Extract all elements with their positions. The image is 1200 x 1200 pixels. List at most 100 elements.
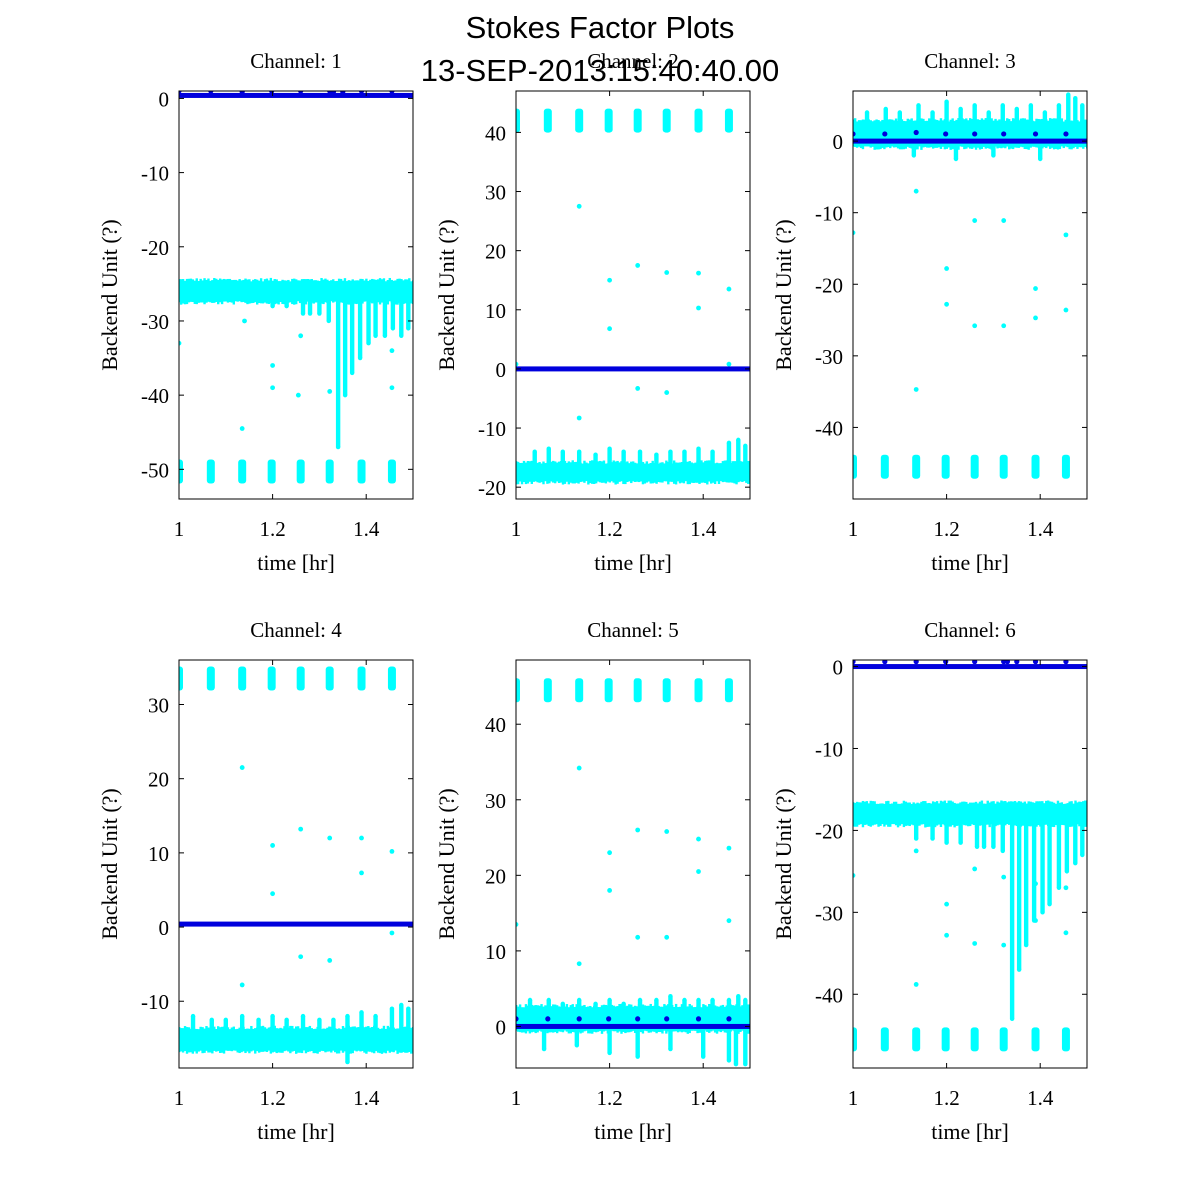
cyan-band-edge	[1031, 144, 1034, 147]
cyan-band-edge	[261, 1048, 265, 1052]
cyan-burst	[546, 448, 551, 473]
cyan-band-edge	[248, 299, 251, 304]
cyan-band-edge	[1043, 803, 1046, 807]
cyan-band-edge	[715, 1006, 719, 1010]
cyan-band-edge	[972, 822, 976, 826]
cyan-band-edge	[996, 801, 999, 807]
cyan-band-edge	[877, 822, 880, 827]
y-tick-label: 20	[485, 864, 506, 888]
cyan-band-edge	[226, 299, 230, 303]
cyan-band-edge	[717, 479, 721, 484]
cyan-band-edge	[232, 299, 235, 305]
cyan-band-edge	[635, 479, 639, 482]
cyan-burst-tip	[342, 392, 348, 398]
cyan-band-edge	[291, 1048, 294, 1052]
cyan-burst	[373, 1016, 378, 1040]
cyan-band-edge	[324, 278, 327, 284]
cyan-band-edge	[867, 144, 870, 147]
cyan-band-edge	[263, 299, 267, 303]
cyan-band-edge	[637, 479, 641, 483]
cyan-band-edge	[737, 479, 740, 483]
cyan-band-edge	[935, 822, 939, 826]
cyan-band-edge	[363, 1048, 366, 1053]
cyan-band-edge	[614, 461, 617, 466]
cyan-band-edge	[875, 144, 878, 150]
cyan-band-edge	[713, 463, 717, 466]
cyan-band-edge	[961, 801, 964, 807]
cyan-band-edge	[632, 461, 635, 466]
cyan-band-edge	[555, 1005, 559, 1010]
cyan-band-edge	[904, 144, 908, 149]
cyan-burst-tip	[593, 1001, 598, 1006]
cyan-band-edge	[1074, 144, 1077, 147]
cyan-band-edge	[591, 460, 594, 466]
cyan-band-edge	[719, 463, 723, 466]
cyan-burst-tip	[284, 303, 289, 309]
cyan-band-edge	[643, 1005, 647, 1010]
cyan-band-edge	[185, 1048, 189, 1054]
cyan-band-edge	[291, 278, 294, 284]
cyan-band-edge	[226, 1048, 230, 1051]
cyan-band-edge	[211, 299, 214, 303]
cyan-band-edge	[254, 1028, 257, 1032]
cyan-band-edge	[179, 299, 181, 303]
cyan-burst	[1014, 108, 1019, 134]
cyan-band-edge	[865, 801, 869, 807]
cyan-band-edge	[326, 1048, 329, 1052]
cyan-band-edge	[861, 822, 865, 828]
cyan-burst	[981, 814, 987, 847]
cyan-band-edge	[218, 299, 222, 303]
cyan-burst-tip	[1040, 910, 1045, 915]
cyan-band-edge	[328, 1026, 331, 1032]
cyan-band-edge	[694, 1007, 697, 1010]
cyan-band-edge	[304, 1048, 308, 1054]
cyan-band-edge	[594, 479, 598, 484]
cyan-band-edge	[516, 1006, 520, 1010]
cyan-band-edge	[571, 1028, 574, 1032]
blue-point	[943, 131, 949, 137]
cyan-band-edge	[232, 1026, 235, 1032]
cyan-band-edge	[271, 280, 274, 284]
cyan-band-edge	[988, 802, 991, 807]
cyan-point	[635, 386, 641, 391]
cyan-band-edge	[581, 463, 584, 466]
cyan-band-edge	[939, 118, 943, 124]
cyan-band-edge	[369, 1027, 372, 1032]
cyan-band-edge	[353, 280, 356, 284]
cyan-burst	[300, 1016, 306, 1040]
cyan-cluster	[1031, 454, 1040, 479]
cyan-band-edge	[1027, 144, 1030, 150]
cyan-band-edge	[928, 144, 931, 148]
cyan-band-edge	[616, 1006, 619, 1010]
cyan-band-edge	[573, 479, 576, 484]
x-tick-label: 1	[174, 1086, 185, 1110]
cyan-band-edge	[641, 1004, 645, 1010]
cyan-band-edge	[678, 1006, 682, 1010]
cyan-band-edge	[1011, 118, 1015, 124]
cyan-band-edge	[1070, 822, 1073, 827]
cyan-band-edge	[871, 121, 874, 124]
cyan-band-edge	[959, 144, 962, 147]
cyan-band-edge	[314, 1048, 317, 1054]
cyan-band-edge	[585, 462, 588, 466]
cyan-band-edge	[875, 119, 878, 124]
cyan-band-edge	[242, 299, 245, 302]
cyan-band-edge	[924, 144, 927, 147]
cyan-band-edge	[972, 144, 976, 148]
cyan-band-edge	[986, 144, 989, 149]
cyan-band-edge	[1052, 822, 1056, 828]
cyan-band-edge	[1035, 118, 1038, 124]
data-layer	[179, 666, 413, 1065]
cyan-band-edge	[384, 281, 388, 284]
cyan-band-edge	[635, 463, 639, 466]
cyan-band-edge	[400, 279, 403, 284]
cyan-band-edge	[285, 1048, 288, 1051]
cyan-burst-tip	[621, 449, 626, 454]
cyan-burst	[576, 451, 582, 473]
cyan-band-edge	[598, 1028, 602, 1031]
cyan-band-edge	[669, 479, 672, 482]
cyan-burst-tip	[1028, 103, 1034, 108]
cyan-band-edge	[1027, 801, 1030, 807]
blue-series-line	[179, 921, 413, 927]
cyan-band-edge	[1023, 801, 1026, 807]
